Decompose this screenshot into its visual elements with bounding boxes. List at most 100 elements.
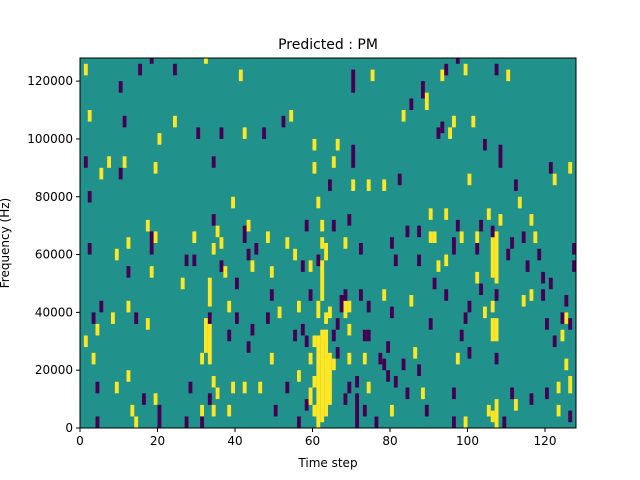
heatmap-cell xyxy=(537,248,542,261)
x-tick-label: 40 xyxy=(227,434,242,448)
heatmap-cell xyxy=(486,404,491,417)
heatmap-cell xyxy=(405,387,410,400)
heatmap-cell xyxy=(564,295,569,307)
heatmap-cell xyxy=(192,231,197,243)
heatmap-cell xyxy=(506,248,511,261)
heatmap-cell xyxy=(219,260,224,272)
heatmap-cell xyxy=(560,312,565,324)
heatmap-cell xyxy=(250,260,255,272)
heatmap-cell xyxy=(436,260,441,272)
heatmap-cell xyxy=(219,127,224,139)
heatmap-cell xyxy=(324,312,329,324)
heatmap-cell xyxy=(459,231,464,243)
heatmap-cell xyxy=(382,179,387,191)
heatmap-cell xyxy=(289,110,294,122)
heatmap-cell xyxy=(304,399,309,411)
heatmap-cell xyxy=(552,335,557,348)
x-tick-label: 100 xyxy=(456,434,479,448)
heatmap-cell xyxy=(204,318,208,353)
x-axis-label: Time step xyxy=(297,456,357,470)
heatmap-cell xyxy=(114,248,119,261)
heatmap-cell xyxy=(490,300,495,313)
heatmap-cell xyxy=(351,179,356,191)
heatmap-cell xyxy=(316,300,321,319)
heatmap-cell xyxy=(529,393,534,405)
heatmap-cell xyxy=(331,358,336,371)
heatmap-cell xyxy=(91,312,96,324)
heatmap-cell xyxy=(91,352,96,365)
heatmap-cell xyxy=(266,312,270,324)
heatmap-cell xyxy=(401,358,406,371)
heatmap-cell xyxy=(285,237,290,249)
heatmap-cell xyxy=(409,98,414,111)
x-tick-label: 20 xyxy=(150,434,165,448)
heatmap-cell xyxy=(428,208,433,220)
heatmap-cell xyxy=(200,416,205,428)
heatmap-cell xyxy=(347,323,352,336)
y-tick-label: 40000 xyxy=(35,305,73,319)
heatmap-cell xyxy=(514,399,518,411)
heatmap-cell xyxy=(494,63,499,76)
y-tick-label: 100000 xyxy=(27,132,73,146)
heatmap-cell xyxy=(215,387,220,400)
heatmap-cell xyxy=(126,237,131,249)
heatmap-cell xyxy=(455,352,460,365)
heatmap-cell xyxy=(200,404,205,417)
heatmap-cell xyxy=(246,219,251,232)
heatmap-cell xyxy=(235,277,239,290)
heatmap-cell xyxy=(359,289,363,301)
heatmap-cell xyxy=(452,115,456,128)
heatmap-cell xyxy=(204,58,208,64)
x-tick-label: 0 xyxy=(76,434,84,448)
heatmap-cell xyxy=(192,254,197,267)
heatmap-cell xyxy=(409,295,414,307)
heatmap-cell xyxy=(281,115,286,128)
heatmap-cell xyxy=(552,173,557,186)
heatmap-cell xyxy=(382,289,387,301)
heatmap-cell xyxy=(514,179,518,191)
heatmap-cell xyxy=(235,312,239,324)
heatmap-cell xyxy=(417,254,422,267)
heatmap-cell xyxy=(467,173,472,186)
heatmap-cell xyxy=(467,347,472,359)
heatmap-cell xyxy=(207,312,212,324)
heatmap-cell xyxy=(320,219,325,232)
heatmap-cell xyxy=(300,323,305,336)
heatmap-cell xyxy=(494,231,499,284)
heatmap-cell xyxy=(335,138,340,151)
heatmap-cell xyxy=(211,156,216,168)
heatmap-cell xyxy=(556,404,561,417)
heatmap-cell xyxy=(320,237,325,249)
heatmap-cell xyxy=(331,219,336,232)
heatmap-cell xyxy=(142,393,146,405)
heatmap-cell xyxy=(215,225,220,238)
heatmap-cell xyxy=(328,352,332,405)
heatmap-cell xyxy=(107,156,112,168)
heatmap-cell xyxy=(316,254,321,267)
heatmap-cell xyxy=(355,393,360,428)
heatmap-cell xyxy=(479,219,484,232)
heatmap-cell xyxy=(390,404,394,417)
heatmap-cell xyxy=(428,231,433,243)
heatmap-cell xyxy=(95,416,100,428)
heatmap-cell xyxy=(471,115,476,128)
heatmap-cell xyxy=(370,69,375,82)
heatmap-cell xyxy=(293,329,298,342)
heatmap-cell xyxy=(494,289,499,301)
heatmap-cell xyxy=(153,393,158,405)
heatmap-cell xyxy=(87,190,92,203)
heatmap-cell xyxy=(297,300,301,313)
heatmap-cell xyxy=(475,243,480,255)
heatmap-cell xyxy=(126,266,131,278)
heatmap-cell xyxy=(211,214,216,226)
heatmap-cell xyxy=(122,115,127,128)
heatmap-cell xyxy=(312,404,317,417)
heatmap-cell xyxy=(211,243,216,255)
heatmap-cell xyxy=(343,393,348,405)
heatmap-cell xyxy=(498,214,503,226)
heatmap-cell xyxy=(207,318,212,365)
heatmap-cell xyxy=(521,295,526,307)
heatmap-cell xyxy=(459,329,464,342)
heatmap-cell xyxy=(335,318,340,330)
heatmap-cell xyxy=(393,375,398,388)
